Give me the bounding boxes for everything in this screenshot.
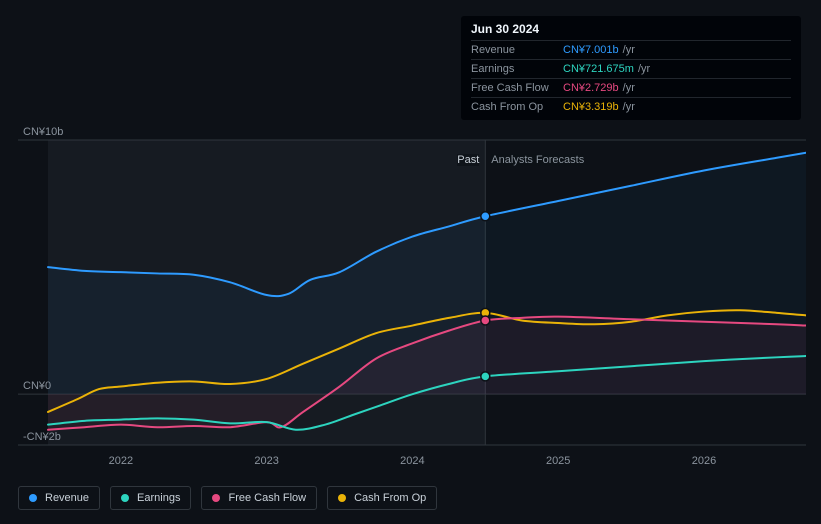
x-axis-label: 2024: [400, 455, 424, 467]
legend-swatch-icon: [338, 494, 346, 502]
legend-swatch-icon: [121, 494, 129, 502]
legend-label: Earnings: [137, 492, 180, 504]
tooltip-metric-suffix: /yr: [623, 101, 635, 113]
tooltip-date: Jun 30 2024: [471, 22, 791, 40]
legend-label: Revenue: [45, 492, 89, 504]
tooltip-metric-label: Cash From Op: [471, 101, 563, 113]
tooltip-metric-value: CN¥7.001b: [563, 44, 619, 56]
tooltip-metric-suffix: /yr: [623, 44, 635, 56]
tooltip-metric-value: CN¥721.675m: [563, 63, 634, 75]
tooltip-metric-suffix: /yr: [623, 82, 635, 94]
legend-label: Cash From Op: [354, 492, 426, 504]
legend-item-earnings[interactable]: Earnings: [110, 486, 191, 510]
y-axis-label: CN¥0: [23, 380, 51, 392]
y-axis-label: CN¥10b: [23, 126, 63, 138]
tooltip-row: EarningsCN¥721.675m/yr: [471, 59, 791, 78]
forecast-region-label: Analysts Forecasts: [491, 154, 584, 166]
x-axis-label: 2026: [692, 455, 716, 467]
x-axis-label: 2025: [546, 455, 570, 467]
legend-item-revenue[interactable]: Revenue: [18, 486, 100, 510]
tooltip-row: RevenueCN¥7.001b/yr: [471, 40, 791, 59]
chart-tooltip: Jun 30 2024 RevenueCN¥7.001b/yrEarningsC…: [461, 16, 801, 120]
past-region-label: Past: [457, 154, 479, 166]
legend-item-cash_from_op[interactable]: Cash From Op: [327, 486, 437, 510]
legend-label: Free Cash Flow: [228, 492, 306, 504]
tooltip-row: Free Cash FlowCN¥2.729b/yr: [471, 78, 791, 97]
tooltip-metric-value: CN¥3.319b: [563, 101, 619, 113]
legend-item-fcf[interactable]: Free Cash Flow: [201, 486, 317, 510]
tooltip-metric-suffix: /yr: [638, 63, 650, 75]
tooltip-metric-label: Revenue: [471, 44, 563, 56]
tooltip-rows: RevenueCN¥7.001b/yrEarningsCN¥721.675m/y…: [471, 40, 791, 116]
x-axis-label: 2022: [109, 455, 133, 467]
x-axis-label: 2023: [254, 455, 278, 467]
y-axis-label: -CN¥2b: [23, 431, 61, 443]
chart-legend: Revenue Earnings Free Cash Flow Cash From O…: [18, 486, 437, 510]
tooltip-metric-label: Earnings: [471, 63, 563, 75]
legend-swatch-icon: [212, 494, 220, 502]
legend-swatch-icon: [29, 494, 37, 502]
tooltip-row: Cash From OpCN¥3.319b/yr: [471, 97, 791, 116]
tooltip-metric-value: CN¥2.729b: [563, 82, 619, 94]
tooltip-metric-label: Free Cash Flow: [471, 82, 563, 94]
